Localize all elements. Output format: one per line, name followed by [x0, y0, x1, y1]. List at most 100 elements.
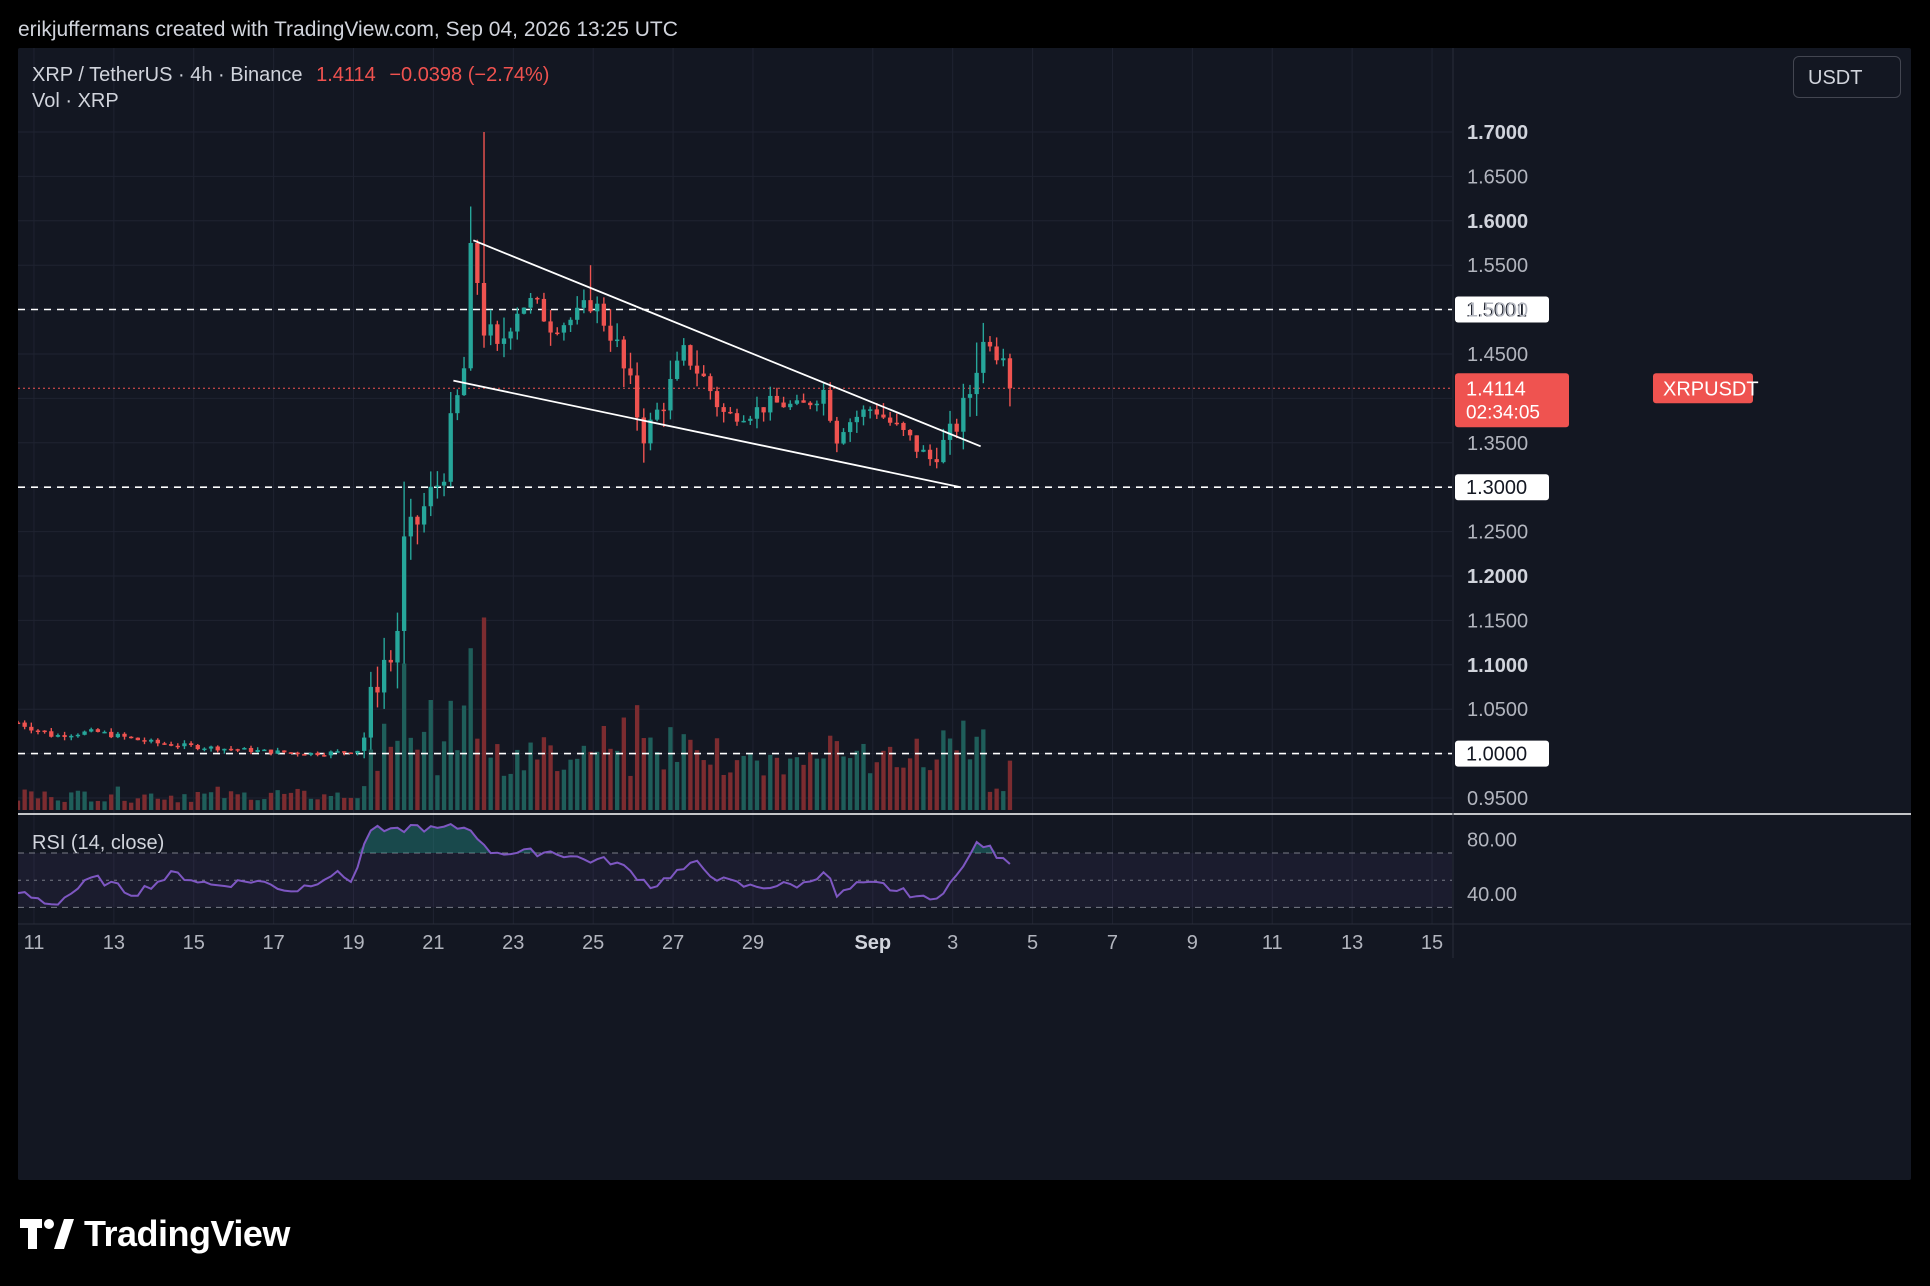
volume-bar [421, 731, 427, 810]
candle-body [242, 747, 247, 750]
candle-body [49, 731, 54, 737]
volume-legend[interactable]: Vol · XRP [32, 90, 119, 112]
candle-body [362, 737, 367, 751]
candle-body [155, 739, 160, 744]
candle-body [282, 750, 287, 753]
price-tick-label: 1.6000 [1467, 211, 1528, 233]
candle-body [461, 368, 467, 396]
candle-body [295, 752, 300, 755]
candle-body [834, 420, 840, 444]
candle-body [528, 297, 533, 308]
time-tick-label: 29 [742, 932, 764, 954]
candle-body [168, 744, 174, 746]
volume-bar [468, 648, 473, 810]
time-tick-label: 3 [947, 932, 958, 954]
price-tick-label: 1.4500 [1467, 344, 1528, 366]
volume-bar [441, 741, 447, 810]
volume-bar [375, 770, 380, 810]
time-tick-label: 15 [1421, 932, 1443, 954]
volume-bar [781, 774, 786, 810]
volume-bar [275, 790, 280, 810]
candle-body [508, 331, 513, 339]
candle-body [328, 751, 334, 756]
volume-bar [674, 761, 680, 810]
candle-body [195, 745, 200, 750]
candle-body [808, 402, 813, 406]
time-tick-label: 7 [1107, 932, 1118, 954]
volume-bar [401, 663, 407, 810]
candle-body [521, 307, 527, 314]
symbol-info[interactable]: XRP / TetherUS · 4h · Binance [32, 64, 303, 86]
time-tick-label: 9 [1187, 932, 1198, 954]
volume-bar [515, 749, 520, 810]
symbol-tag-bg [1653, 373, 1753, 404]
volume-bar [435, 775, 440, 810]
currency-selector[interactable]: USDT [1793, 56, 1901, 98]
volume-bar [255, 800, 260, 810]
volume-bar [634, 705, 640, 810]
candle-body [455, 395, 460, 414]
chart-frame[interactable]: RSI (14, close) 80.00 40.00 1.5001 1.3000 1.… [18, 48, 1911, 1180]
volume-bar [268, 792, 274, 810]
volume-bar [202, 793, 207, 810]
volume-bar [934, 759, 939, 810]
volume-bar [947, 738, 953, 810]
candle-body [628, 368, 633, 376]
volume-bar [907, 758, 913, 810]
candle-body [148, 739, 154, 742]
volume-bar [408, 737, 413, 810]
candle-body [728, 411, 733, 414]
volume-bar [122, 800, 127, 810]
candle-body [122, 733, 127, 737]
volume-bar [808, 752, 813, 810]
price-tick-label: 1.1500 [1467, 610, 1528, 632]
candle-body [661, 409, 666, 412]
wedge-trendline [473, 239, 981, 448]
rsi-legend[interactable]: RSI (14, close) [32, 832, 164, 854]
candle-body [648, 419, 653, 444]
candle-body [821, 389, 826, 404]
volume-bar [668, 727, 673, 810]
volume-bar [182, 794, 187, 810]
candle-body [315, 752, 320, 756]
volume-bar [867, 773, 873, 810]
volume-bar [861, 743, 866, 810]
volume-bar [927, 770, 933, 810]
candle-body [981, 341, 986, 373]
tradingview-logo[interactable]: TradingView [20, 1213, 290, 1255]
candle-body [861, 409, 866, 417]
volume-bar [109, 794, 114, 810]
candle-body [708, 376, 713, 392]
volume-bar [854, 750, 859, 810]
axes: 1.5001 1.3000 1.0000 1.7000 1.6500 1.6000 1.55… [18, 48, 1911, 958]
candle-body [488, 324, 493, 336]
candle-body [761, 407, 766, 413]
candle-body [89, 729, 94, 732]
volume-bar [388, 746, 393, 810]
volume-bar [488, 757, 493, 810]
volume-bar [82, 791, 87, 810]
candle-body [967, 394, 973, 398]
countdown-text: 02:34:05 [1466, 402, 1540, 423]
volume-bar [142, 794, 147, 810]
level-label-text: 1.0000 [1466, 744, 1527, 766]
volume-bar [961, 720, 966, 810]
price-tick-label: 1.2000 [1467, 566, 1528, 588]
falling-wedge-lines [453, 239, 981, 489]
candle-body [854, 416, 859, 423]
candle-body [748, 418, 753, 421]
price-tag-text: 1.4114 [1466, 378, 1526, 400]
candle-body [654, 409, 660, 420]
rsi-line [18, 822, 1011, 906]
volume-bar [581, 745, 587, 810]
volume-bar [448, 700, 453, 810]
volume-bar [95, 800, 101, 810]
volume-bar [362, 786, 367, 810]
volume-bar [521, 770, 527, 810]
volume-bar [721, 774, 726, 810]
candle-body [1007, 358, 1013, 389]
candle-body [182, 743, 187, 747]
volume-bar [714, 738, 720, 810]
volume-bar [994, 788, 999, 810]
